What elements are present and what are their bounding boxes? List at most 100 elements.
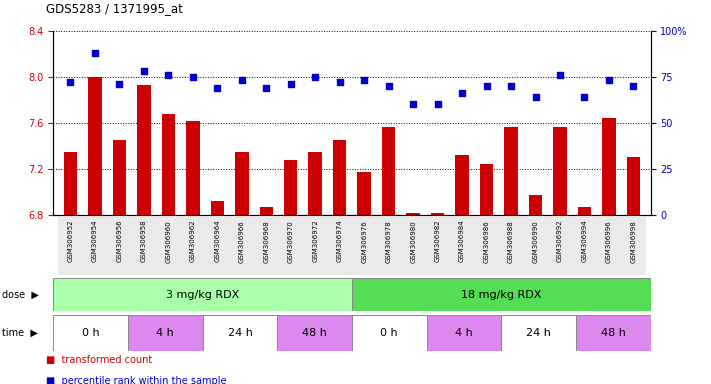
- Bar: [260, 207, 273, 215]
- Point: [90, 50, 101, 56]
- Point: [628, 83, 639, 89]
- Text: GSM306958: GSM306958: [141, 220, 147, 263]
- Text: 3 mg/kg RDX: 3 mg/kg RDX: [166, 290, 240, 300]
- Text: 24 h: 24 h: [228, 328, 252, 338]
- Point: [603, 78, 614, 84]
- Text: 4 h: 4 h: [455, 328, 473, 338]
- Bar: [547, 217, 572, 275]
- Bar: [504, 127, 518, 215]
- Bar: [450, 217, 474, 275]
- Text: 4 h: 4 h: [156, 328, 174, 338]
- Text: GSM306982: GSM306982: [434, 220, 441, 263]
- Text: 18 mg/kg RDX: 18 mg/kg RDX: [461, 290, 542, 300]
- Bar: [523, 217, 547, 275]
- Bar: [382, 127, 395, 215]
- Bar: [621, 217, 646, 275]
- Text: 24 h: 24 h: [526, 328, 551, 338]
- Bar: [480, 164, 493, 215]
- Text: GDS5283 / 1371995_at: GDS5283 / 1371995_at: [46, 2, 183, 15]
- Bar: [254, 217, 279, 275]
- Text: GSM306960: GSM306960: [166, 220, 171, 263]
- Point: [506, 83, 517, 89]
- Text: GSM306980: GSM306980: [410, 220, 416, 263]
- Point: [285, 81, 296, 87]
- Bar: [578, 207, 592, 215]
- Point: [407, 101, 419, 108]
- Text: GSM306966: GSM306966: [239, 220, 245, 263]
- Text: GSM306968: GSM306968: [263, 220, 269, 263]
- Point: [555, 72, 566, 78]
- Bar: [58, 217, 82, 275]
- Bar: [352, 278, 651, 311]
- Point: [65, 79, 76, 85]
- Bar: [181, 217, 205, 275]
- Text: 48 h: 48 h: [302, 328, 327, 338]
- Bar: [333, 140, 346, 215]
- Bar: [602, 118, 616, 215]
- Bar: [235, 152, 249, 215]
- Text: GSM306962: GSM306962: [190, 220, 196, 263]
- Text: dose  ▶: dose ▶: [2, 290, 39, 300]
- Bar: [425, 217, 450, 275]
- Bar: [128, 315, 203, 351]
- Text: 48 h: 48 h: [601, 328, 626, 338]
- Text: GSM306988: GSM306988: [508, 220, 514, 263]
- Point: [114, 81, 125, 87]
- Text: GSM306984: GSM306984: [459, 220, 465, 263]
- Bar: [455, 155, 469, 215]
- Bar: [328, 217, 352, 275]
- Bar: [186, 121, 200, 215]
- Text: 0 h: 0 h: [82, 328, 100, 338]
- Text: ■  transformed count: ■ transformed count: [46, 355, 152, 365]
- Bar: [529, 195, 542, 215]
- Point: [236, 78, 247, 84]
- Bar: [597, 217, 621, 275]
- Bar: [431, 213, 444, 215]
- Bar: [210, 201, 224, 215]
- Bar: [358, 172, 371, 215]
- Point: [212, 85, 223, 91]
- Text: GSM306994: GSM306994: [582, 220, 587, 263]
- Bar: [401, 217, 425, 275]
- Text: GSM306996: GSM306996: [606, 220, 612, 263]
- Bar: [112, 140, 126, 215]
- Point: [261, 85, 272, 91]
- Point: [187, 74, 198, 80]
- Text: GSM306952: GSM306952: [68, 220, 73, 262]
- Bar: [407, 213, 420, 215]
- Bar: [53, 315, 128, 351]
- Bar: [303, 217, 328, 275]
- Text: GSM306992: GSM306992: [557, 220, 563, 263]
- Bar: [161, 114, 175, 215]
- Text: GSM306976: GSM306976: [361, 220, 367, 263]
- Bar: [279, 217, 303, 275]
- Text: GSM306970: GSM306970: [288, 220, 294, 263]
- Bar: [376, 217, 401, 275]
- Bar: [501, 315, 576, 351]
- Text: GSM306974: GSM306974: [337, 220, 343, 263]
- Text: GSM306986: GSM306986: [483, 220, 490, 263]
- Point: [334, 79, 346, 85]
- Bar: [553, 127, 567, 215]
- Text: ■  percentile rank within the sample: ■ percentile rank within the sample: [46, 376, 227, 384]
- Point: [481, 83, 492, 89]
- Point: [579, 94, 590, 100]
- Text: GSM306972: GSM306972: [312, 220, 319, 263]
- Bar: [203, 315, 277, 351]
- Bar: [499, 217, 523, 275]
- Bar: [156, 217, 181, 275]
- Bar: [132, 217, 156, 275]
- Bar: [474, 217, 499, 275]
- Bar: [53, 278, 352, 311]
- Bar: [205, 217, 230, 275]
- Bar: [284, 160, 297, 215]
- Point: [432, 101, 443, 108]
- Bar: [88, 77, 102, 215]
- Point: [383, 83, 395, 89]
- Bar: [82, 217, 107, 275]
- Point: [309, 74, 321, 80]
- Bar: [427, 315, 501, 351]
- Point: [530, 94, 541, 100]
- Text: GSM306964: GSM306964: [214, 220, 220, 263]
- Bar: [137, 85, 151, 215]
